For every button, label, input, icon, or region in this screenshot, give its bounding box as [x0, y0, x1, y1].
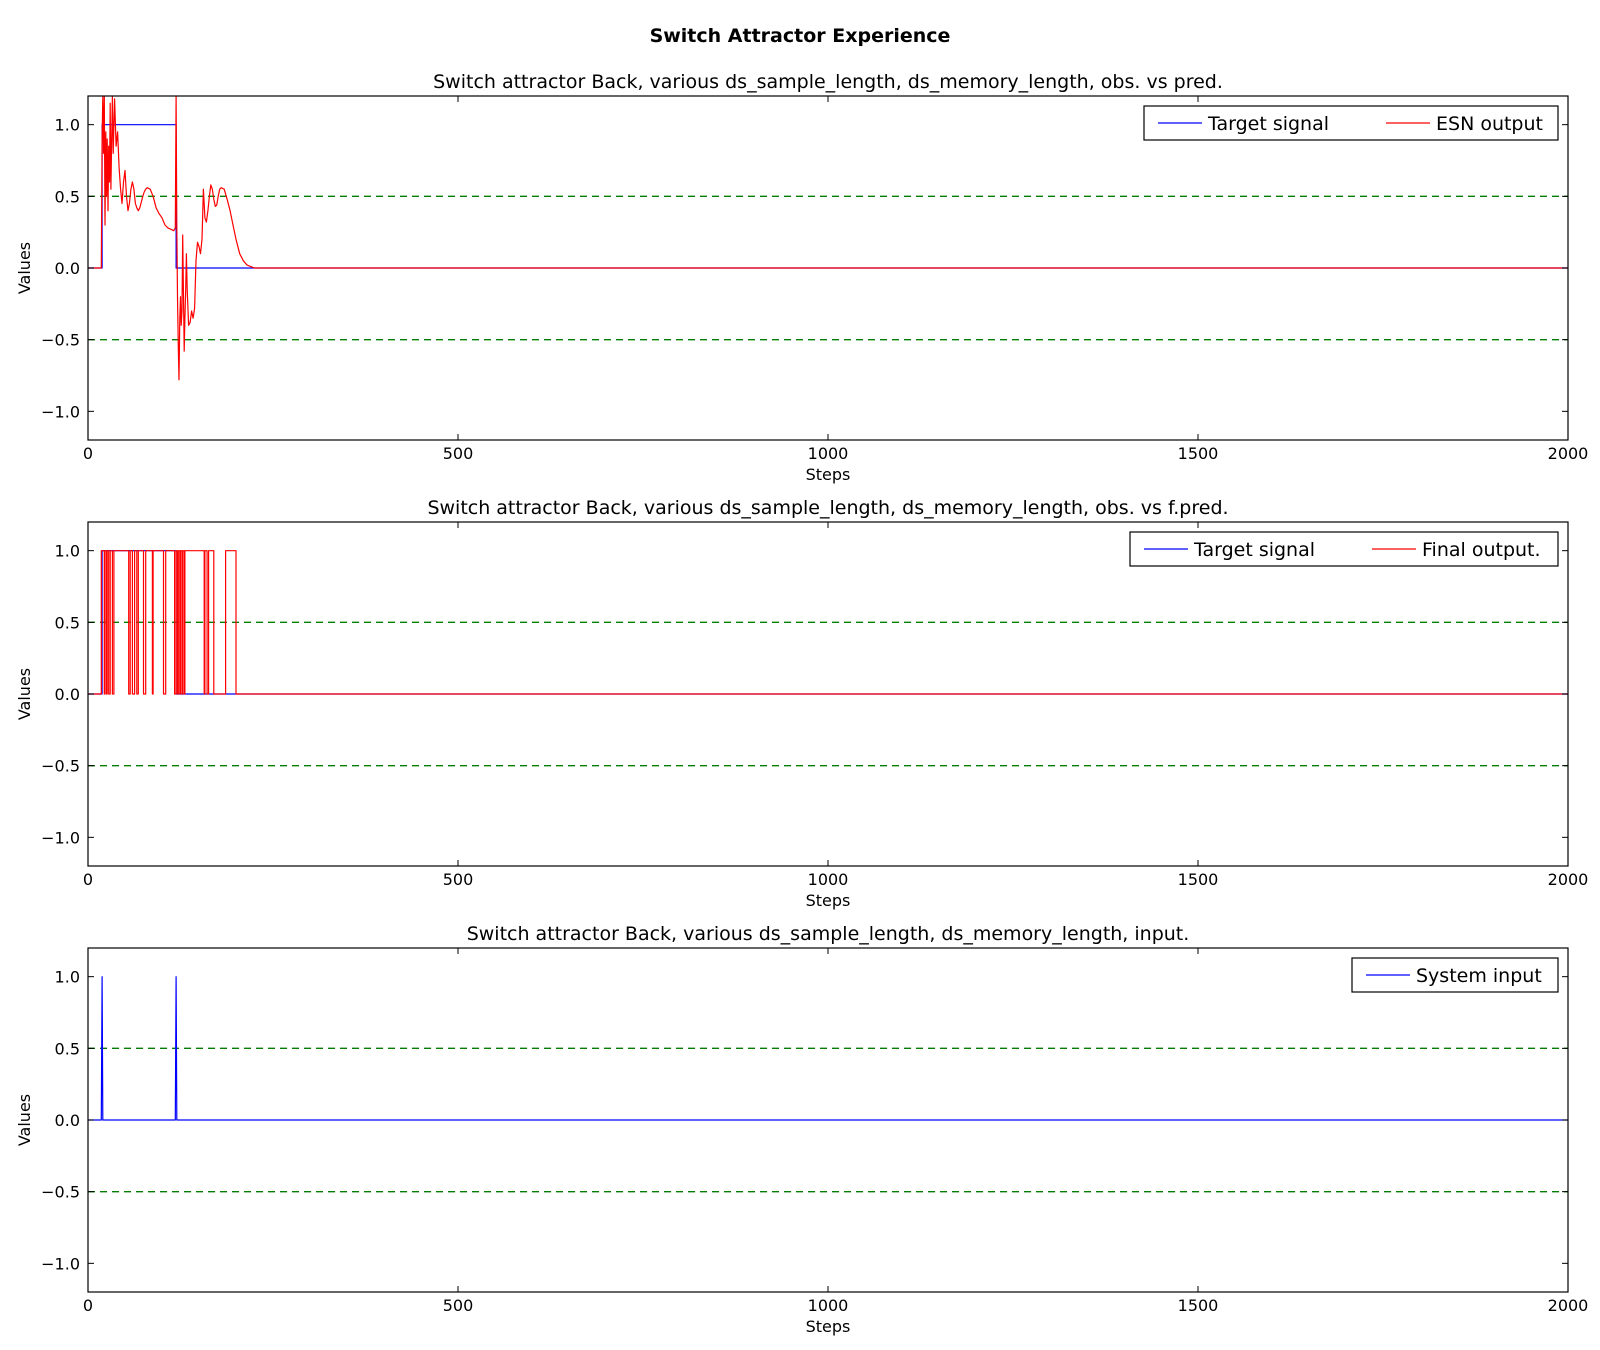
x-tick-label: 2000 — [1548, 1296, 1589, 1315]
legend: System input — [1351, 957, 1559, 993]
legend-label: System input — [1416, 965, 1542, 987]
y-tick-label: 0.0 — [55, 685, 80, 704]
y-tick-label: 0.5 — [55, 1039, 80, 1058]
x-tick-label: 500 — [443, 870, 474, 889]
y-tick-label: −1.0 — [41, 1254, 80, 1273]
legend: Target signal ESN output — [1143, 105, 1559, 141]
y-tick-label: −0.5 — [41, 1183, 80, 1202]
y-tick-label: 0.5 — [55, 613, 80, 632]
subplot-title: Switch attractor Back, various ds_sample… — [433, 71, 1223, 93]
legend-label: Final output. — [1422, 539, 1541, 561]
y-tick-label: 1.0 — [55, 542, 80, 561]
legend-box — [1143, 105, 1559, 141]
x-tick-label: 1000 — [808, 1296, 849, 1315]
y-tick-label: 0.0 — [55, 1111, 80, 1130]
legend-label: Target signal — [1193, 539, 1315, 561]
y-axis-label: Values — [15, 242, 34, 294]
legend-label: Target signal — [1207, 113, 1329, 135]
legend-label: ESN output — [1436, 113, 1543, 135]
y-tick-label: 0.0 — [55, 259, 80, 278]
y-tick-label: 1.0 — [55, 116, 80, 135]
plot-area — [88, 976, 1568, 1121]
legend-box — [1129, 531, 1559, 567]
x-axis-label: Steps — [806, 1317, 851, 1336]
x-axis-label: Steps — [806, 891, 851, 910]
series-line-2 — [88, 96, 1568, 381]
x-tick-label: 0 — [83, 870, 93, 889]
x-tick-label: 1500 — [1178, 444, 1219, 463]
subplot-title: Switch attractor Back, various ds_sample… — [427, 497, 1228, 519]
x-tick-label: 1000 — [808, 870, 849, 889]
x-tick-label: 2000 — [1548, 870, 1589, 889]
legend: Target signal Final output. — [1129, 531, 1559, 567]
x-tick-label: 0 — [83, 1296, 93, 1315]
series-line-2 — [88, 550, 1568, 695]
y-tick-label: 0.5 — [55, 187, 80, 206]
y-axis-label: Values — [15, 668, 34, 720]
x-tick-label: 500 — [443, 1296, 474, 1315]
x-tick-label: 2000 — [1548, 444, 1589, 463]
x-tick-label: 500 — [443, 444, 474, 463]
x-tick-label: 1500 — [1178, 1296, 1219, 1315]
subplot-2: Switch attractor Back, various ds_sample… — [15, 497, 1588, 910]
y-tick-label: −1.0 — [41, 828, 80, 847]
y-tick-label: −1.0 — [41, 402, 80, 421]
x-tick-label: 0 — [83, 444, 93, 463]
series-line-1 — [88, 976, 1568, 1121]
subplots: Switch attractor Back, various ds_sample… — [15, 71, 1588, 1336]
y-tick-label: −0.5 — [41, 757, 80, 776]
plot-area — [88, 96, 1568, 381]
subplot-1: Switch attractor Back, various ds_sample… — [15, 71, 1588, 484]
y-tick-label: −0.5 — [41, 331, 80, 350]
figure-title: Switch Attractor Experience — [650, 25, 951, 47]
y-axis-label: Values — [15, 1094, 34, 1146]
x-tick-label: 1000 — [808, 444, 849, 463]
plot-area — [88, 550, 1568, 695]
x-tick-label: 1500 — [1178, 870, 1219, 889]
subplot-title: Switch attractor Back, various ds_sample… — [467, 923, 1190, 945]
x-axis-label: Steps — [806, 465, 851, 484]
y-tick-label: 1.0 — [55, 968, 80, 987]
subplot-3: Switch attractor Back, various ds_sample… — [15, 923, 1588, 1336]
